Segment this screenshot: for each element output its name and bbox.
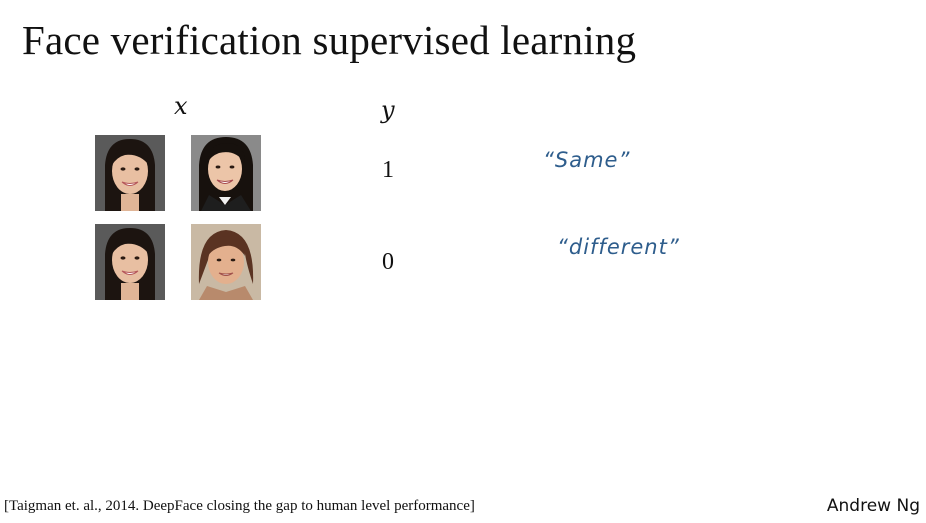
handwritten-annotation-different: “different”: [557, 235, 680, 259]
citation: [Taigman et. al., 2014. DeepFace closing…: [4, 498, 475, 514]
y-column-header: y: [381, 96, 395, 124]
x-column-header: x: [174, 92, 188, 120]
handwritten-annotation-same: “Same”: [543, 148, 631, 172]
label-value-row1: 1: [382, 157, 394, 183]
face-image-row1-left: [95, 135, 165, 211]
author-name: Andrew Ng: [826, 496, 920, 516]
label-value-row2: 0: [382, 249, 394, 275]
face-image-row2-left: [95, 224, 165, 300]
face-image-row1-right: [191, 135, 261, 211]
slide-title: Face verification supervised learning: [22, 17, 637, 63]
face-image-row2-right: [191, 224, 261, 300]
